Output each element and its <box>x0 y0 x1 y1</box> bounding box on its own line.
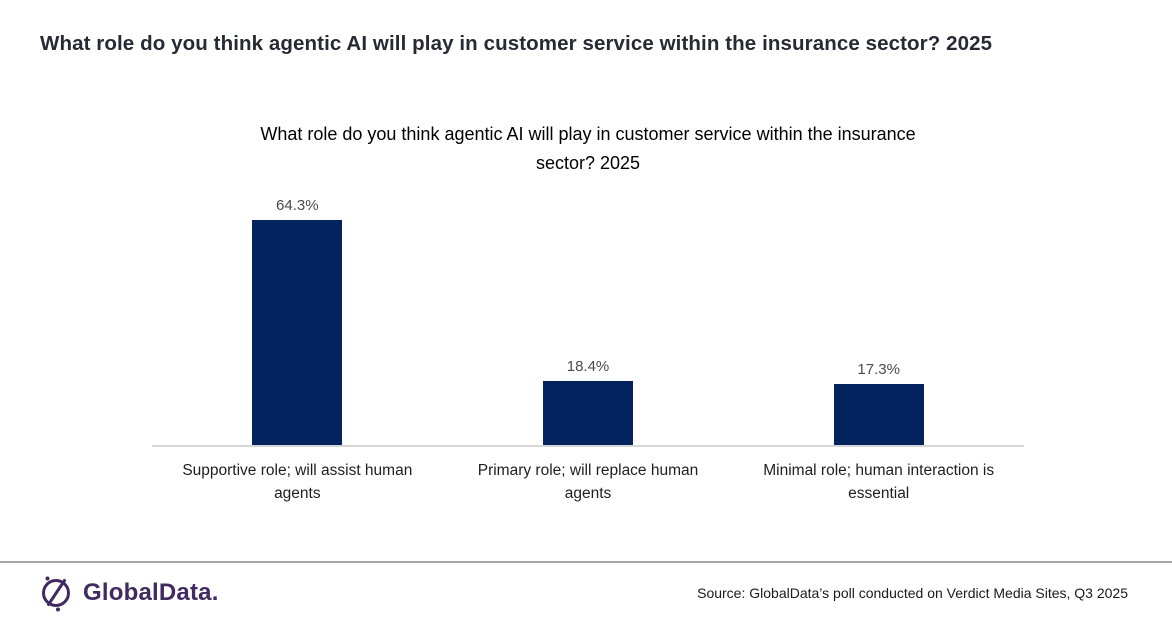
x-axis-labels: Supportive role; will assist human agent… <box>152 459 1024 505</box>
bar-value-label: 64.3% <box>276 196 319 214</box>
globaldata-logo-text: GlobalData. <box>83 578 219 606</box>
globaldata-logo: GlobalData. <box>38 574 219 612</box>
category-label: Supportive role; will assist human agent… <box>182 462 413 502</box>
bar-value-label: 18.4% <box>566 357 610 375</box>
bar-column: 64.3% <box>152 197 443 445</box>
bar-column: 17.3% <box>733 200 1024 445</box>
bar-primary-role: 18.4% <box>543 358 633 445</box>
bar-value-label: 17.3% <box>857 361 900 379</box>
bar-minimal-role: 17.3% <box>833 361 924 445</box>
plot-area: 64.3% 18.4% 17.3% <box>152 197 1024 447</box>
footer: GlobalData. Source: GlobalData’s poll co… <box>0 563 1172 628</box>
chart-title: What role do you think agentic AI will p… <box>260 124 916 173</box>
category-label: Minimal role; human interaction is essen… <box>763 462 995 502</box>
bar-column: 18.4% <box>443 200 734 445</box>
source-text: Source: GlobalData’s poll conducted on V… <box>697 584 1128 601</box>
category-label: Primary role; will replace human agents <box>477 462 699 502</box>
globaldata-logo-icon <box>42 576 70 611</box>
bar-chart: What role do you think agentic AI will p… <box>152 120 1024 505</box>
bar-supportive-role: 64.3% <box>252 197 343 445</box>
page-title: What role do you think agentic AI will p… <box>40 32 993 55</box>
footer-divider <box>0 561 1172 563</box>
